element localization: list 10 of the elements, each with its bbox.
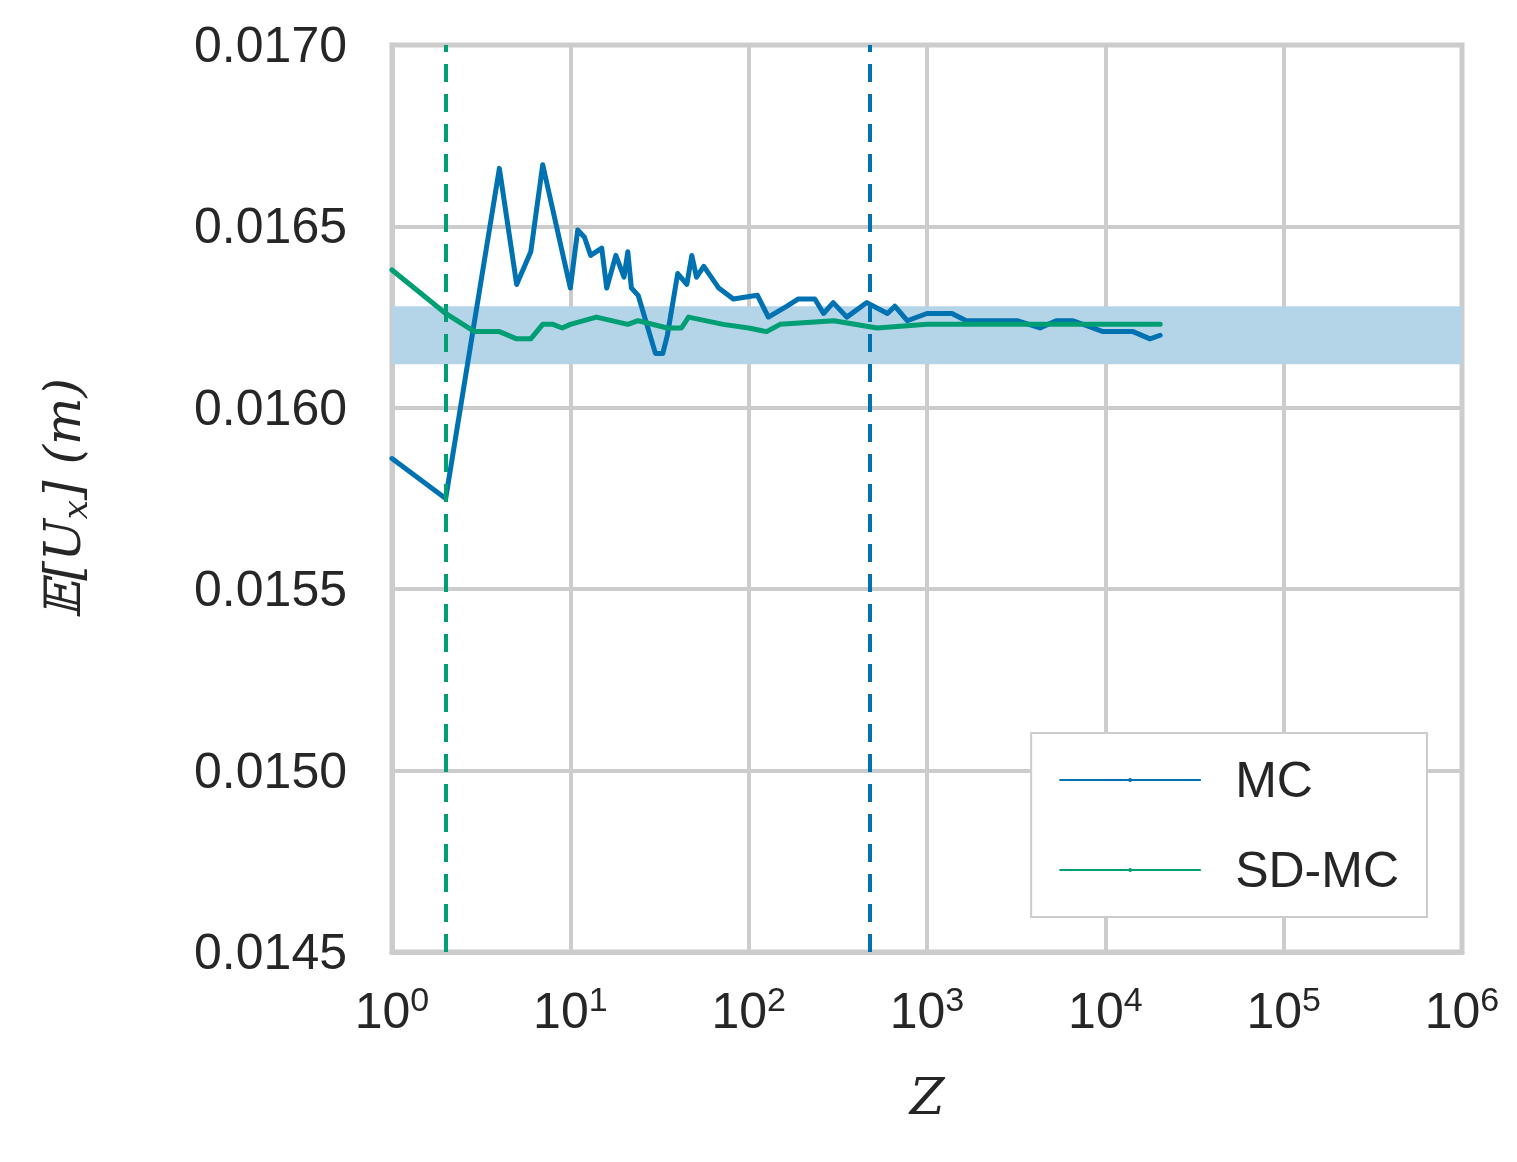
x-axis-title: Z <box>907 1068 946 1126</box>
y-tick-label: 0.0150 <box>194 742 347 799</box>
y-tick-label: 0.0155 <box>194 561 347 618</box>
legend-label: MC <box>1235 752 1313 808</box>
legend-label: SD-MC <box>1235 842 1400 898</box>
y-axis-title: 𝔼[Ux] (m) <box>34 378 95 619</box>
y-tick-label: 0.0160 <box>194 379 347 436</box>
y-tick-label: 0.0145 <box>194 924 347 980</box>
y-tick-label: 0.0165 <box>194 198 347 255</box>
y-tick-label: 0.0170 <box>194 17 347 73</box>
